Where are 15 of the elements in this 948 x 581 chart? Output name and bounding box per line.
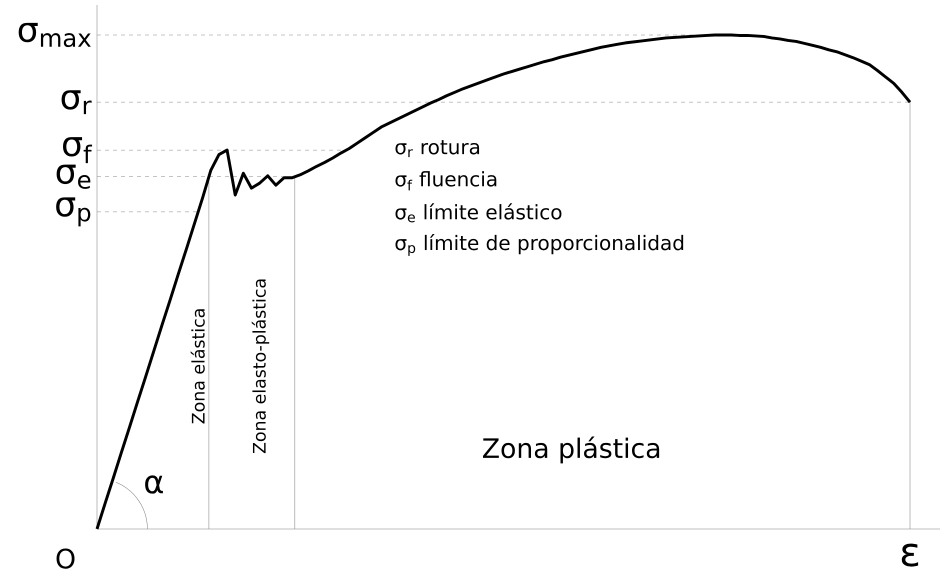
annotation: σ$_{f}$ fluencia [396, 171, 496, 190]
annotation: Zona elástica [190, 309, 205, 424]
ref-line-label: σ$_{e}$ [56, 164, 90, 189]
ref-line-label: σ$_{p}$ [56, 197, 90, 226]
annotation: σ$_{p}$ límite de proporcionalidad [396, 234, 684, 256]
annotation: Zona elasto-plástica [252, 280, 270, 454]
annotation: σ$_{e}$ límite elástico [396, 203, 562, 222]
annotation: α [145, 475, 163, 494]
ref-line-label: σ$_{max}$ [18, 22, 91, 48]
annotation: Zona plástica [482, 436, 660, 464]
x-axis-title: ε [902, 544, 918, 567]
annotation: σ$_{r}$ rotura [396, 140, 480, 158]
text: O [56, 548, 75, 569]
ref-line-label: σ$_{r}$ [62, 90, 92, 114]
ref-line-label: σ$_{f}$ [63, 137, 92, 164]
